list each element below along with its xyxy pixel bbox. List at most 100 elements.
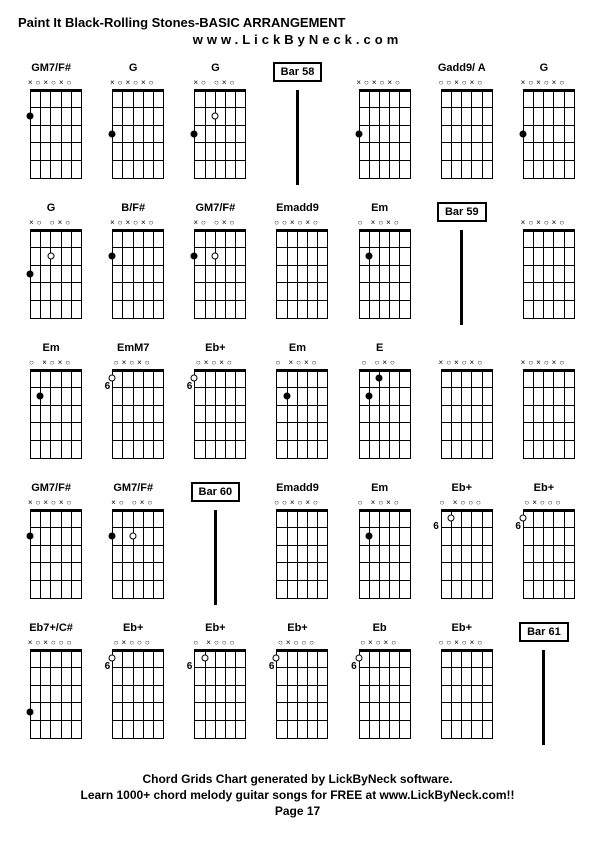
finger-open	[273, 655, 280, 662]
chord-diagram	[194, 229, 246, 319]
chord-name	[542, 202, 545, 216]
string-markers: ×○ ○×○	[111, 498, 155, 508]
string-markers: ○ ×○×○	[358, 218, 402, 228]
finger-dot	[366, 253, 373, 260]
chord-diagram	[441, 509, 493, 599]
string-markers: ×○×○×○	[521, 358, 568, 368]
string-markers: ○○×○×○	[274, 498, 321, 508]
chord-diagram	[359, 369, 411, 459]
chord-diagram	[441, 89, 493, 179]
string-markers: ×○×○×○	[28, 78, 75, 88]
finger-dot	[27, 533, 34, 540]
finger-dot	[109, 131, 116, 138]
chord-cell: Eb+○○×○×○	[424, 622, 500, 752]
string-markers: ×○×○×○	[28, 498, 75, 508]
chord-diagram	[523, 229, 575, 319]
chord-name: Em	[371, 202, 388, 216]
finger-open	[355, 655, 362, 662]
finger-dot	[366, 393, 373, 400]
chord-cell: GM7/F#×○ ○×○	[95, 482, 171, 612]
chord-name: GM7/F#	[31, 482, 71, 496]
chord-cell: Em○ ×○×○	[259, 342, 335, 472]
string-markers: ○×○×○	[360, 638, 399, 648]
chord-diagram	[523, 369, 575, 459]
chord-diagram	[359, 649, 411, 739]
chord-diagram	[30, 89, 82, 179]
chord-cell: GM7/F# ×○×○×○	[13, 482, 89, 612]
string-markers: ○ ×○○○	[193, 638, 237, 648]
fret-number: 6	[431, 521, 439, 532]
chord-name	[542, 342, 545, 356]
finger-open	[109, 375, 116, 382]
bar-label: Bar 60	[191, 482, 241, 502]
chord-diagram	[30, 649, 82, 739]
finger-dot	[366, 533, 373, 540]
fret-number: 6	[266, 661, 274, 672]
footer-page: Page 17	[8, 804, 587, 818]
chord-diagram	[441, 649, 493, 739]
chord-cell: Eb ○×○×○6	[342, 622, 418, 752]
chord-name: Emadd9	[276, 482, 319, 496]
chord-cell: Emadd9○○×○×○	[259, 202, 335, 332]
string-markers: ○×○×○	[114, 358, 153, 368]
finger-dot	[519, 131, 526, 138]
fret-number: 6	[102, 661, 110, 672]
chord-name: Eb+	[205, 622, 225, 636]
chord-cell: Eb+ ○×○○○6	[506, 482, 582, 612]
page-footer: Chord Grids Chart generated by LickByNec…	[8, 772, 587, 818]
chord-name: Eb+	[534, 482, 554, 496]
chord-cell: ×○×○×○	[506, 202, 582, 332]
bar-line	[214, 510, 217, 605]
chord-cell: ×○×○×○	[424, 342, 500, 472]
chord-cell: Em○ ×○×○	[13, 342, 89, 472]
chord-name	[378, 62, 381, 76]
finger-open	[47, 253, 54, 260]
string-markers: ×○ ○×○	[193, 78, 237, 88]
string-markers: ○ ×○×○	[358, 498, 402, 508]
chord-diagram	[30, 229, 82, 319]
string-markers: ○×○×○	[196, 358, 235, 368]
chord-diagram	[112, 89, 164, 179]
finger-open	[191, 375, 198, 382]
chord-name: Eb+	[452, 482, 472, 496]
string-markers: ×○ ○×○	[193, 218, 237, 228]
footer-line-2: Learn 1000+ chord melody guitar songs fo…	[8, 788, 587, 802]
chord-cell: B/F#×○×○×○	[95, 202, 171, 332]
fret-number: 6	[102, 381, 110, 392]
chord-diagram	[194, 649, 246, 739]
string-markers: ○ ×○○○	[440, 498, 484, 508]
string-markers: ×○×○×○	[356, 78, 403, 88]
chord-name: G	[47, 202, 56, 216]
bar-label: Bar 58	[273, 62, 323, 82]
finger-dot	[109, 533, 116, 540]
chord-cell: G×○ ○×○	[13, 202, 89, 332]
chord-name: Emadd9	[276, 202, 319, 216]
chord-cell: Em○ ×○×○	[342, 482, 418, 612]
chord-name: Gadd9/ A	[438, 62, 486, 76]
fret-number: 6	[184, 381, 192, 392]
chord-cell: GM7/F#×○ ○×○	[177, 202, 253, 332]
chord-name: GM7/F#	[31, 62, 71, 76]
chord-cell: Emadd9 ○○×○×○	[259, 482, 335, 612]
finger-open	[201, 655, 208, 662]
chord-name: Eb+	[123, 622, 143, 636]
chord-diagram	[359, 229, 411, 319]
string-markers: ○○×○×○	[438, 638, 485, 648]
finger-dot	[376, 375, 383, 382]
finger-open	[448, 515, 455, 522]
chord-name	[460, 342, 463, 356]
chord-cell: Eb+ ○ ×○○○ 6	[424, 482, 500, 612]
chord-name: Em	[289, 342, 306, 356]
chord-name: B/F#	[121, 202, 145, 216]
bar-line	[542, 650, 545, 745]
chord-name: Eb	[373, 622, 387, 636]
chord-name: G	[211, 62, 220, 76]
chord-name: EmM7	[117, 342, 149, 356]
chord-diagram	[276, 229, 328, 319]
bar-marker: Bar 58	[259, 62, 335, 192]
footer-line-1: Chord Grids Chart generated by LickByNec…	[8, 772, 587, 786]
chord-name: Em	[43, 342, 60, 356]
chord-diagram	[359, 89, 411, 179]
page-title: Paint It Black-Rolling Stones-BASIC ARRA…	[18, 15, 587, 30]
bar-marker: Bar 61	[506, 622, 582, 752]
